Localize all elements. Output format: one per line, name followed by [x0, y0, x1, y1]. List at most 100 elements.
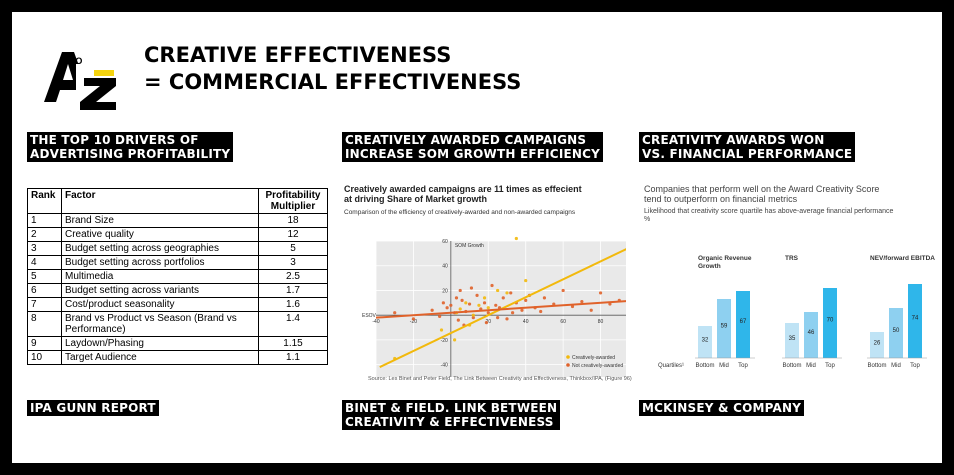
legend-label: Creatively-awarded: [572, 355, 615, 361]
bar-value-label: 35: [789, 336, 796, 342]
x-axis-name: ESOV: [362, 313, 377, 319]
scatter-point: [494, 303, 498, 307]
drivers-table-body: 1 Brand Size 18 2 Creative quality 12 3 Budge…: [27, 213, 328, 365]
bar: [823, 288, 837, 358]
scatter-point: [411, 317, 416, 321]
scatter-chart-source: Source: Les Binet and Peter Field, The L…: [368, 376, 632, 382]
table-row: 10 Target Audience 1.1: [27, 350, 328, 365]
bar-value-label: 32: [702, 337, 709, 343]
scatter-point: [484, 321, 489, 325]
scatter-point: [449, 303, 453, 307]
slide: TO CREATIVE EFFECTIVENESS = COMMERCIAL E…: [12, 12, 942, 463]
bar-value-label: 67: [740, 319, 747, 325]
section-heading-binet: CREATIVELY AWARDED CAMPAIGNS INCREASE SO…: [342, 132, 604, 162]
scatter-point: [561, 288, 565, 293]
y-tick-label: 20: [442, 288, 448, 294]
scatter-point: [454, 296, 459, 300]
scatter-point: [511, 311, 515, 315]
trend-line: [379, 248, 626, 369]
source-label-ipa: IPA GUNN REPORT: [27, 400, 159, 416]
section-heading-drivers: THE TOP 10 DRIVERS OF ADVERTISING PROFIT…: [27, 132, 234, 162]
scatter-point: [469, 286, 474, 290]
scatter-point: [460, 298, 464, 302]
table-row: 2 Creative quality 12: [27, 227, 328, 242]
scatter-point: [496, 316, 500, 320]
scatter-point: [542, 296, 547, 300]
scatter-point: [598, 291, 603, 295]
scatter-point: [486, 311, 490, 315]
col-header-multiplier: Profitability Multiplier: [258, 188, 328, 214]
y-tick-label: 40: [442, 264, 448, 270]
scatter-point: [482, 301, 487, 305]
legend-marker: [566, 363, 570, 367]
table-row: 5 Multimedia 2.5: [27, 269, 328, 284]
scatter-point: [509, 291, 513, 295]
scatter-point: [514, 236, 518, 241]
scatter-point: [520, 308, 524, 312]
scatter-point: [441, 301, 445, 305]
bar-value-label: 46: [808, 330, 815, 336]
x-tick-label: 20: [486, 319, 492, 325]
scatter-point: [445, 306, 449, 310]
group-label: Organic Revenue: [698, 255, 752, 262]
bar: [698, 326, 712, 358]
y-tick-label: -20: [441, 338, 448, 344]
scatter-point: [496, 288, 500, 293]
scatter-point: [505, 317, 509, 321]
bar: [804, 312, 818, 358]
scatter-point: [505, 291, 509, 295]
category-label: Bottom: [782, 363, 801, 369]
bar-value-label: 50: [893, 328, 900, 334]
trend-line: [375, 300, 626, 319]
category-label: Mid: [891, 363, 901, 369]
col-header-factor: Factor: [61, 188, 259, 214]
bar-value-label: 59: [721, 323, 728, 329]
bar: [908, 284, 922, 358]
scatter-chart-title: Creatively awarded campaigns are 11 time…: [344, 184, 582, 204]
category-label: Mid: [806, 363, 816, 369]
section-heading-awards: CREATIVITY AWARDS WON VS. FINANCIAL PERF…: [639, 132, 856, 162]
logo-to-text: TO: [70, 56, 82, 66]
bar-value-label: 26: [874, 340, 881, 346]
x-tick-label: 60: [560, 319, 566, 325]
scatter-point: [438, 314, 442, 319]
scatter-point: [467, 302, 472, 306]
scatter-point: [524, 278, 528, 283]
bar: [889, 308, 903, 358]
table-row: 9 Laydown/Phasing 1.15: [27, 336, 328, 351]
mckinsey-chart-subtitle: Likelihood that creativity score quartil…: [644, 208, 894, 223]
bar: [717, 299, 731, 358]
category-label: Top: [910, 363, 920, 369]
scatter-point: [475, 293, 479, 297]
drivers-table: Rank Factor Profitability Multiplier 1 Br…: [27, 188, 328, 365]
scatter-point: [458, 307, 462, 311]
bar: [785, 323, 799, 358]
scatter-point: [477, 303, 481, 307]
legend-label: Not creatively-awarded: [572, 363, 623, 369]
source-label-mckinsey: MCKINSEY & COMPANY: [639, 400, 805, 416]
scatter-point: [580, 299, 584, 304]
scatter-point: [501, 296, 505, 300]
x-tick-label: 40: [523, 319, 529, 325]
table-row: 7 Cost/product seasonality 1.6: [27, 297, 328, 312]
y-tick-label: -40: [441, 363, 448, 369]
a-to-z-logo: TO: [44, 52, 116, 110]
scatter-point: [539, 309, 543, 314]
scatter-point: [453, 338, 457, 342]
quartiles-label: Quartiles¹: [658, 363, 684, 369]
bar-value-label: 70: [827, 318, 834, 324]
scatter-point: [458, 288, 462, 293]
scatter-point: [393, 311, 397, 315]
x-tick-label: 80: [598, 319, 604, 325]
x-tick-label: -40: [372, 319, 379, 325]
table-row: 1 Brand Size 18: [27, 213, 328, 228]
category-label: Bottom: [867, 363, 886, 369]
bar: [736, 291, 750, 358]
bar-value-label: 74: [912, 316, 919, 322]
scatter-point: [464, 301, 468, 305]
scatter-point: [471, 316, 475, 320]
scatter-point: [486, 306, 490, 310]
legend-marker: [566, 355, 570, 359]
